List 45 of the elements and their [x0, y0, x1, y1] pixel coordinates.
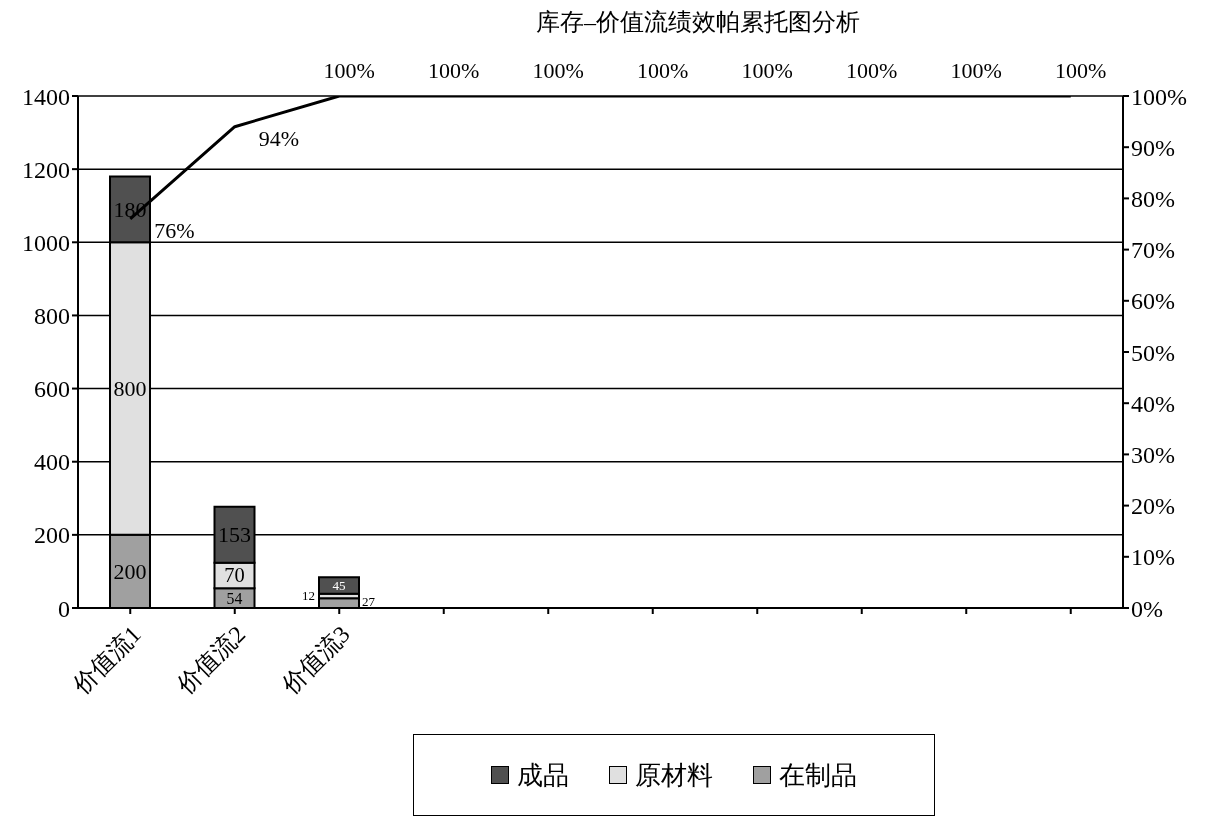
- y2-tick-label: 10%: [1131, 544, 1175, 571]
- data-label: 800: [113, 376, 147, 402]
- y2-tick-label: 30%: [1131, 441, 1175, 468]
- x-tick-label: 价值流1: [67, 621, 146, 700]
- data-label: 100%: [637, 58, 689, 83]
- y2-tick-label: 0%: [1131, 595, 1163, 622]
- data-label: 153: [218, 522, 251, 548]
- data-label: 76%: [154, 217, 195, 243]
- legend-label: 原材料: [635, 759, 713, 792]
- data-label: 54: [226, 589, 243, 607]
- data-label: 100%: [428, 58, 480, 83]
- y2-tick-label: 50%: [1131, 339, 1175, 366]
- data-label: 100%: [741, 58, 793, 83]
- data-label: 200: [113, 558, 147, 584]
- data-label: 100%: [846, 58, 898, 83]
- data-label: 100%: [532, 58, 584, 83]
- y2-tick-label: 90%: [1131, 134, 1175, 161]
- y2-tick-label: 40%: [1131, 390, 1175, 417]
- y-tick-label: 1200: [22, 156, 70, 183]
- data-label: 27: [362, 593, 376, 609]
- y-tick-label: 1000: [22, 229, 70, 256]
- y2-tick-label: 70%: [1131, 237, 1175, 264]
- legend-label: 成品: [517, 759, 569, 792]
- data-label: 94%: [258, 125, 300, 151]
- data-label: 100%: [323, 58, 375, 83]
- y-tick-label: 0: [58, 595, 70, 622]
- x-tick-label: 价值流3: [276, 621, 355, 700]
- data-label: 45: [332, 578, 346, 594]
- y-tick-label: 600: [34, 376, 70, 403]
- legend-label: 在制品: [779, 759, 857, 792]
- y2-tick-label: 60%: [1131, 288, 1175, 315]
- chart-title: 库存–价值流绩效帕累托图分析: [536, 9, 860, 35]
- y-tick-label: 1400: [22, 83, 70, 110]
- data-label: 12: [302, 588, 315, 604]
- data-label: 100%: [1055, 58, 1107, 83]
- y2-tick-label: 80%: [1131, 185, 1175, 212]
- data-label: 100%: [950, 58, 1002, 83]
- bar: [318, 576, 360, 595]
- data-label: 70: [224, 564, 245, 587]
- y2-tick-label: 100%: [1131, 83, 1187, 110]
- y2-tick-label: 20%: [1131, 493, 1175, 520]
- y-tick-label: 800: [34, 302, 70, 329]
- y-tick-label: 400: [34, 449, 70, 476]
- x-tick-label: 价值流2: [171, 621, 251, 700]
- y-tick-label: 200: [34, 522, 70, 549]
